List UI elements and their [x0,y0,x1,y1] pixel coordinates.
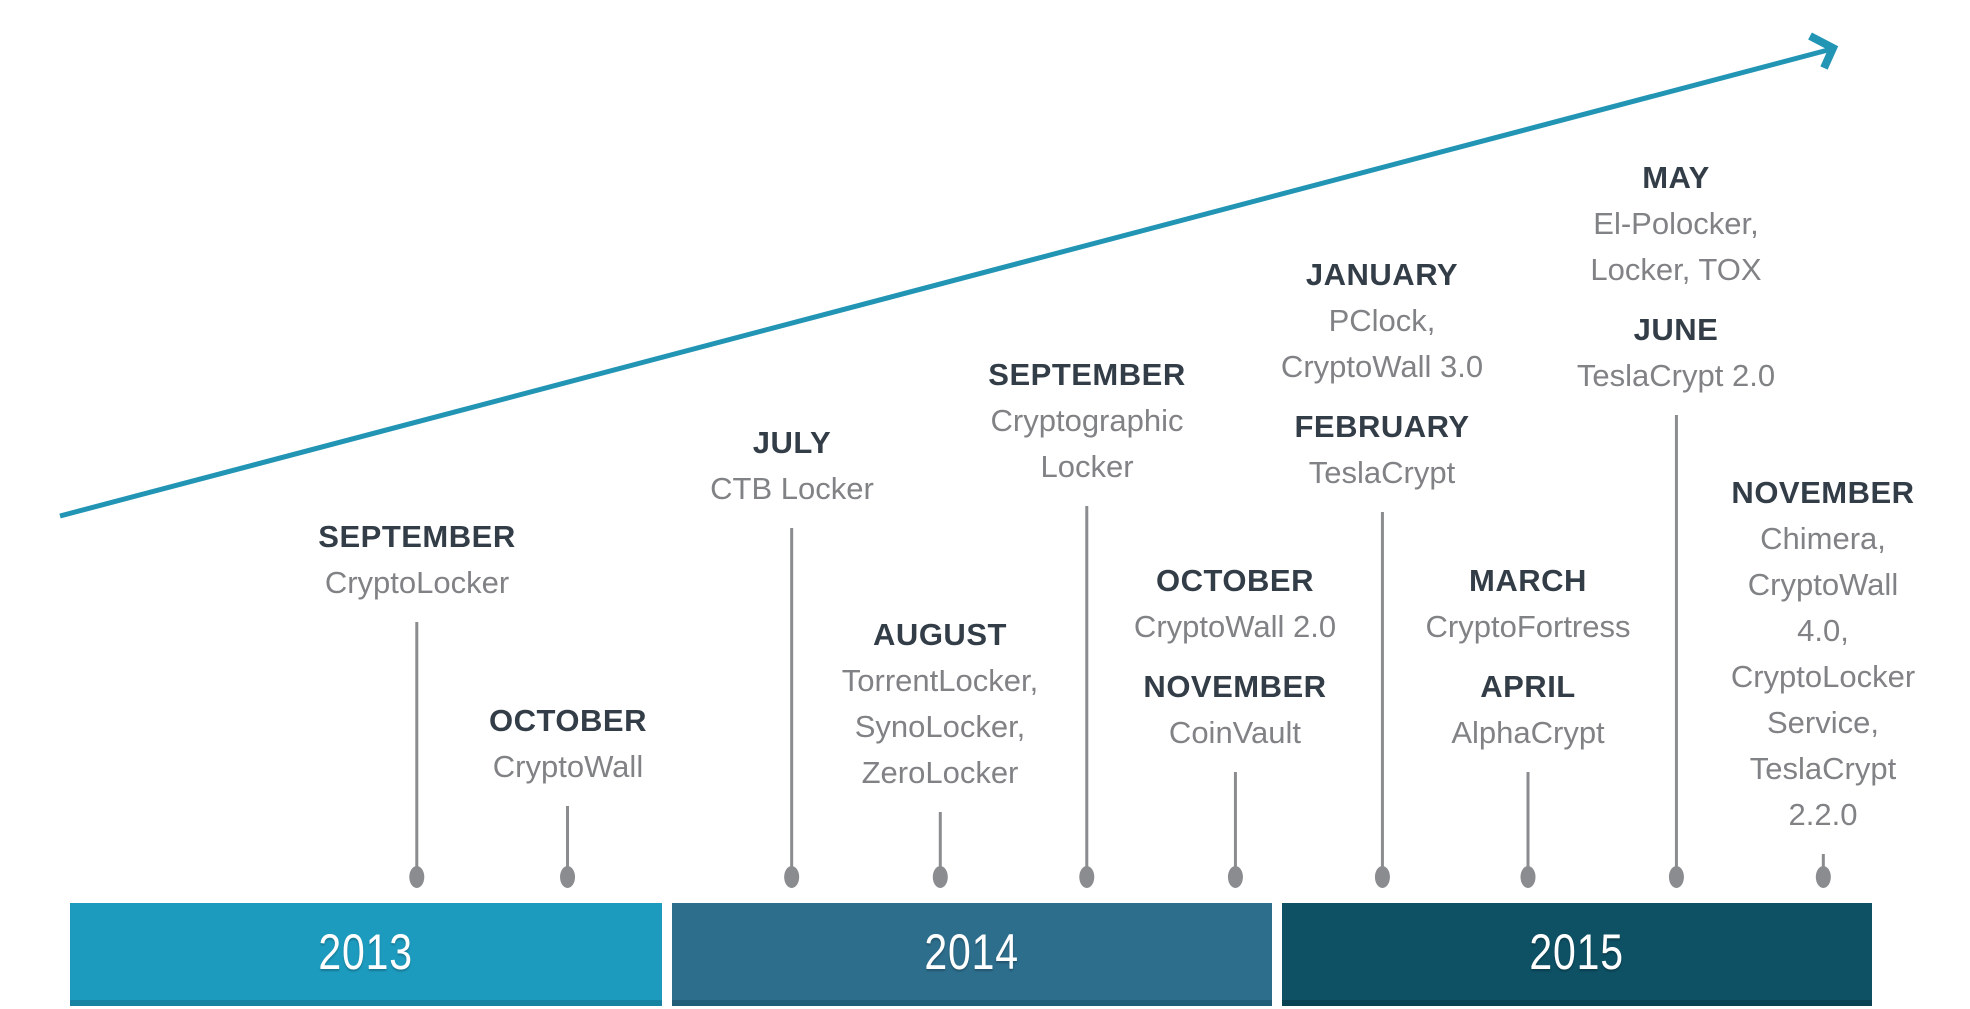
event-month-label: SEPTEMBER [318,519,516,554]
year-bar-2013: 2013 [70,903,662,1006]
event-dot [560,866,576,888]
timeline-event-group: NOVEMBER Chimera, CryptoWall 4.0, CryptoL… [1731,470,1915,888]
event-stem [1085,506,1089,867]
event-names: El-Polocker, Locker, TOX [1590,206,1762,287]
event-stem [1380,512,1384,867]
event-dot [784,866,800,888]
timeline-event: FEBRUARY TeslaCrypt [1294,404,1469,496]
year-label: 2015 [1529,923,1625,980]
event-stem [790,528,794,867]
timeline-event-group: SEPTEMBER Cryptographic Locker [988,352,1185,888]
event-dot [932,866,948,888]
event-names: CoinVault [1168,715,1302,750]
event-dot [1668,866,1684,888]
event-names: CTB Locker [710,471,874,506]
event-stem [415,622,419,867]
timeline-event: JULY CTB Locker [710,420,874,512]
event-names: Chimera, CryptoWall 4.0, CryptoLocker Se… [1730,521,1916,832]
event-stem [1674,415,1678,867]
timeline-event: NOVEMBER Chimera, CryptoWall 4.0, CryptoL… [1731,470,1915,838]
arrow-shaft [59,47,1829,519]
event-month-label: JUNE [1633,312,1719,347]
event-month-label: JULY [752,425,832,460]
event-month-label: OCTOBER [489,703,647,738]
timeline-event: AUGUST TorrentLocker, SynoLocker, ZeroLoc… [842,612,1038,796]
event-names: TeslaCrypt [1308,455,1456,490]
event-month-label: FEBRUARY [1294,409,1470,444]
year-label: 2013 [318,923,414,980]
event-names: CryptoFortress [1425,609,1631,644]
event-names: Cryptographic Locker [990,403,1184,484]
timeline-event-group: SEPTEMBER CryptoLocker [318,514,515,888]
year-bar-2015: 2015 [1282,903,1872,1006]
timeline-event: MARCH CryptoFortress [1426,558,1631,650]
arrow-head-icon [1808,32,1839,70]
event-names: CryptoLocker [324,565,510,600]
event-month-label: OCTOBER [1156,563,1314,598]
event-names: TorrentLocker, SynoLocker, ZeroLocker [841,663,1039,790]
event-stem [1526,772,1530,867]
event-stem [938,812,942,867]
timeline-event: SEPTEMBER Cryptographic Locker [988,352,1185,490]
timeline-event: APRIL AlphaCrypt [1451,664,1604,756]
event-month-label: APRIL [1480,669,1576,704]
timeline-event-group: AUGUST TorrentLocker, SynoLocker, ZeroLoc… [842,612,1038,888]
event-month-label: NOVEMBER [1143,669,1327,704]
timeline-event: OCTOBER CryptoWall [489,698,647,790]
event-month-label: JANUARY [1305,257,1459,292]
event-dot [1520,866,1536,888]
timeline-event: NOVEMBER CoinVault [1143,664,1326,756]
event-dot [409,866,425,888]
timeline-event-group: MAY El-Polocker, Locker, TOX JUNE TeslaCryp… [1577,155,1775,888]
event-month-label: AUGUST [873,617,1007,652]
event-stem [1821,854,1825,867]
event-month-label: MAY [1642,160,1710,195]
timeline-event: SEPTEMBER CryptoLocker [318,514,515,606]
event-dot [1374,866,1390,888]
timeline-event: JUNE TeslaCrypt 2.0 [1577,307,1775,399]
event-month-label: MARCH [1469,563,1587,598]
event-names: AlphaCrypt [1451,715,1605,750]
timeline-event-group: OCTOBER CryptoWall [489,698,647,888]
year-bar-2014: 2014 [672,903,1272,1006]
event-month-label: SEPTEMBER [988,357,1186,392]
event-dot [1227,866,1243,888]
timeline-event-group: MARCH CryptoFortress APRIL AlphaCrypt [1426,558,1631,888]
event-names: CryptoWall [492,749,644,784]
event-dot [1079,866,1095,888]
event-names: CryptoWall 2.0 [1133,609,1337,644]
timeline-event-group: JANUARY PClock, CryptoWall 3.0 FEBRUARY Tes… [1281,252,1483,888]
event-stem [1233,772,1237,867]
year-label: 2014 [924,923,1020,980]
timeline-event: OCTOBER CryptoWall 2.0 [1134,558,1336,650]
timeline-event-group: OCTOBER CryptoWall 2.0 NOVEMBER CoinVault [1134,558,1336,888]
timeline-event: JANUARY PClock, CryptoWall 3.0 [1281,252,1483,390]
event-names: TeslaCrypt 2.0 [1576,358,1776,393]
event-month-label: NOVEMBER [1731,475,1915,510]
timeline-event-group: JULY CTB Locker [710,420,874,888]
event-stem [566,806,570,867]
event-dot [1815,866,1831,888]
event-names: PClock, CryptoWall 3.0 [1280,303,1484,384]
timeline-event: MAY El-Polocker, Locker, TOX [1590,155,1761,293]
